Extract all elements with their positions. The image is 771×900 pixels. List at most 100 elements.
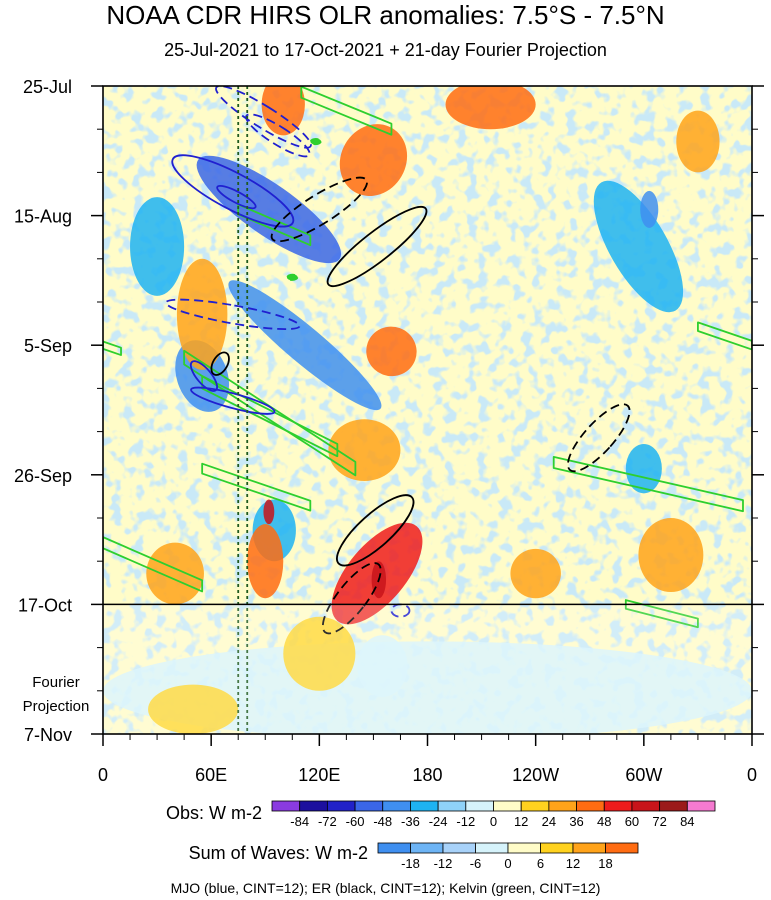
obs-colorbar-tick-3: -48 [373,814,392,829]
obs-colorbar-tick-13: 72 [652,814,666,829]
obs-colorbar-tick-5: -24 [429,814,448,829]
anomaly-positive-18 [445,86,536,130]
waves-colorbar-tick-6: 18 [598,856,612,871]
obs-colorbar-tick-9: 24 [542,814,556,829]
obs-colorbar-swatch-9 [520,800,550,812]
anomaly-negative-7 [625,443,662,494]
obs-colorbar-swatch-12 [603,800,633,812]
obs-colorbar-tick-6: -12 [456,814,475,829]
projection-label-line2: Projection [23,698,90,715]
obs-colorbar-swatch-3 [354,800,384,812]
obs-colorbar-tick-12: 60 [625,814,639,829]
mjo-contour-4 [165,298,301,330]
obs-colorbar-label: Obs: W m-2 [166,803,262,823]
chart-title: NOAA CDR HIRS OLR anomalies: 7.5°S - 7.5… [106,0,665,30]
obs-colorbar-swatch-7 [465,800,494,812]
obs-colorbar-swatch-14 [659,800,688,812]
waves-colorbar-swatch-1 [410,842,444,854]
waves-colorbar-swatch-0 [377,842,411,854]
kelvin-band-6 [552,456,744,513]
obs-colorbar-tick-8: 12 [514,814,528,829]
mjo-contour-5 [215,86,312,149]
obs-colorbar-tick-4: -36 [401,814,420,829]
filtered-wave-contours [165,86,631,635]
obs-colorbar-tick-0: -84 [290,814,309,829]
obs-colorbar-tick-11: 48 [597,814,611,829]
y-tick-label-4: 17-Oct [18,595,72,615]
anomaly-positive-23 [676,110,720,173]
obs-colorbar-swatch-6 [437,800,467,812]
waves-colorbar-tick-5: 12 [566,856,580,871]
er-contour-8 [270,176,368,243]
anomaly-negative-3 [130,197,185,296]
x-tick-label-0: 0 [98,765,108,785]
obs-colorbar-swatch-10 [548,800,577,812]
anomaly-negative-5 [640,190,659,228]
y-tick-label-5: 7-Nov [24,725,72,745]
obs-colorbar-swatch-11 [576,800,605,812]
obs-colorbar-swatch-8 [493,800,522,812]
waves-colorbar-tick-4: 6 [537,856,544,871]
anomaly-negative-0 [196,155,342,264]
obs-colorbar-swatch-2 [326,800,356,812]
kelvin-band-8 [697,321,752,351]
anomaly-positive-22 [510,548,561,599]
anomaly-positive-21 [146,542,204,605]
er-contour-11 [321,562,382,635]
obs-colorbar-swatch-13 [631,800,661,812]
kelvin-band-3 [237,203,312,247]
x-tick-label-3: 180 [412,765,442,785]
projection-label-line1: Fourier [32,674,80,691]
obs-colorbar-swatch-0 [271,800,301,812]
y-tick-label-2: 5-Sep [24,336,72,356]
x-tick-label-4: 120W [512,765,559,785]
er-contour-9 [326,205,428,288]
mjo-contour-1 [216,184,257,210]
chart-subtitle: 25-Jul-2021 to 17-Oct-2021 + 21-day Four… [164,40,607,60]
x-tick-label-1: 60E [195,765,227,785]
mjo-contour-6 [245,113,311,158]
kelvin-band-7 [624,599,699,629]
obs-colorbar-swatch-5 [410,800,439,812]
chart-axes: 25-Jul 15-Aug 5-Sep 26-Sep 17-Oct 7-Nov 0 60E 12… [14,77,764,785]
wave-legend: MJO (blue, CINT=12); ER (black, CINT=12)… [170,880,601,896]
kelvin-contour-14 [286,273,299,281]
y-tick-label-0: 25-Jul [23,77,72,97]
mjo-contour-2 [190,386,276,415]
er-contour-13 [567,403,631,473]
waves-colorbar-label: Sum of Waves: W m-2 [189,843,368,863]
waves-colorbar-swatch-5 [540,842,574,854]
anomaly-positive-15 [176,258,228,370]
obs-colorbar-tick-2: -60 [346,814,365,829]
obs-colorbar-swatch-4 [382,800,411,812]
obs-colorbar-tick-1: -72 [318,814,337,829]
x-tick-label-5: 60W [625,765,662,785]
anomaly-negative-4 [593,180,684,313]
kelvin-band-9 [103,340,122,356]
kelvin-band-2 [300,86,393,136]
waves-colorbar-swatch-2 [442,842,476,854]
obs-colorbar: Obs: W m-2 -84 -72 -60 -48 -36 -24 -12 0 12 24 36 48… [166,800,716,829]
obs-colorbar-tick-10: 36 [569,814,583,829]
anomaly-positive-13 [261,86,305,136]
anomaly-positive-20 [638,518,704,593]
mjo-contour-3 [189,360,218,392]
obs-colorbar-swatch-1 [299,800,328,812]
er-contour-12 [210,351,230,376]
kelvin-contour-15 [309,137,322,146]
anomaly-shading [103,86,752,734]
reference-lines [237,86,249,734]
x-tick-label-6: 0 [747,765,757,785]
projection-region [103,604,752,734]
anomaly-positive-25 [148,684,239,734]
anomaly-positive-16 [247,524,284,599]
waves-colorbar: Sum of Waves: W m-2 -18 -12 -6 0 6 12 18 [189,842,639,871]
anomaly-positive-24 [283,616,356,691]
obs-colorbar-tick-7: 0 [490,814,497,829]
waves-colorbar-swatch-3 [475,842,509,854]
anomaly-positive-17 [263,499,275,525]
er-contour-10 [336,494,415,567]
waves-colorbar-tick-3: 0 [504,856,511,871]
x-tick-label-2: 120E [298,765,340,785]
